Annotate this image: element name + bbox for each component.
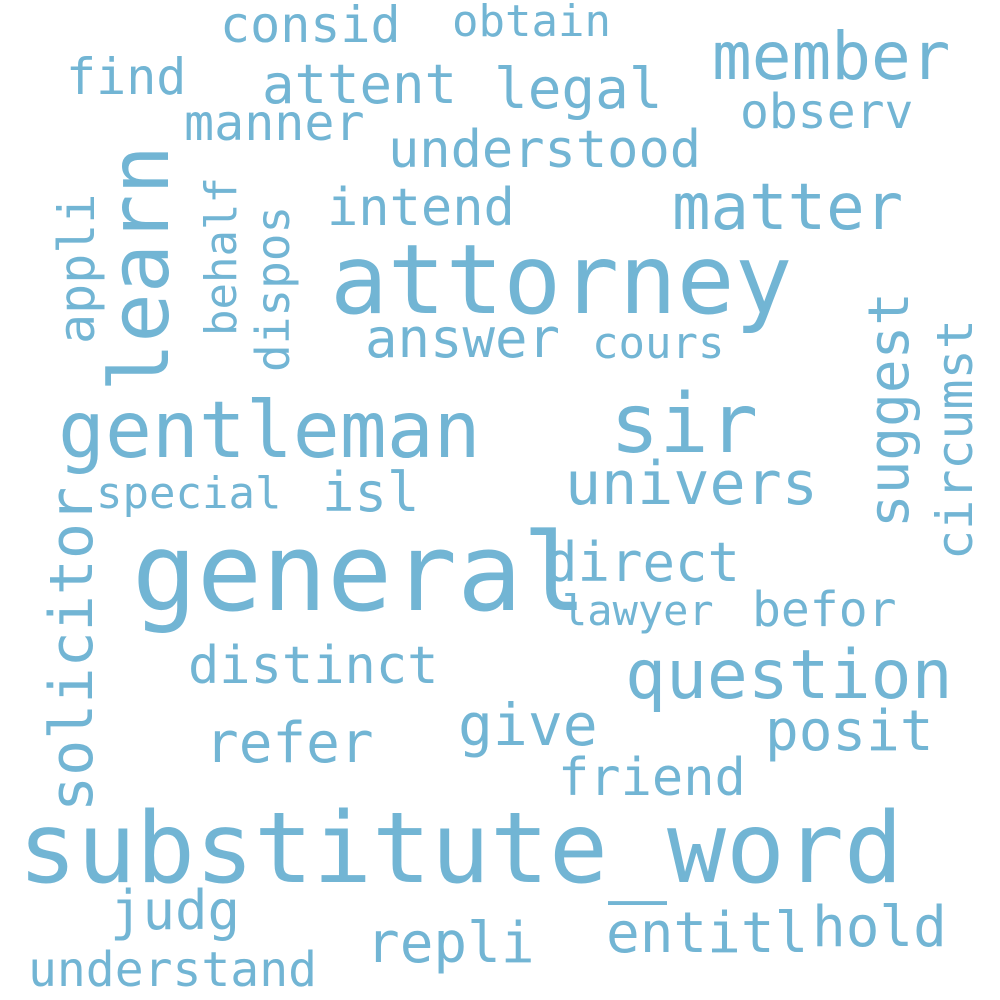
word-repli: repli [366,911,535,976]
word-circumst: circumst [926,319,984,560]
word-univers: univers [565,449,818,519]
word-attent: attent [262,53,458,116]
word-answer: answer [365,307,561,370]
word-manner: manner [184,94,365,152]
word-judg: judg [110,879,241,942]
word-behalf: behalf [196,177,247,336]
word-friend: friend [558,748,746,808]
word-special: special [96,468,282,519]
word-consid: consid [220,0,401,54]
word-observ: observ [740,84,914,140]
word-distinct: distinct [188,636,439,696]
word-understand: understand [28,942,317,998]
word-give: give [458,691,598,759]
word-intend: intend [327,178,515,238]
word-member: member [712,18,951,95]
word-substitute-word: substitute_word [18,792,904,906]
word-obtain: obtain [452,0,611,47]
word-refer: refer [205,711,374,776]
word-understood: understood [388,120,702,180]
word-cours: cours [592,318,725,369]
word-sir: sir [610,377,759,472]
word-matter: matter [672,171,904,245]
word-entitl: entitl [606,901,809,966]
word-question: question [625,636,953,715]
word-attorney: attorney [330,224,793,336]
word-legal: legal [494,57,663,122]
word-isl: isl [322,461,420,524]
word-befor: befor [752,582,897,638]
word-appli: appli [48,193,106,344]
word-lawyer: lawyer [562,586,714,635]
word-dispos: dispos [246,205,300,372]
word-learn: learn [93,145,188,392]
word-solicitor: solicitor [37,486,107,812]
word-suggest: suggest [857,291,922,528]
word-posit: posit [765,699,934,764]
word-find: find [66,48,187,106]
word-direct: direct [545,531,741,594]
word-general: general [132,511,588,636]
word-gentleman: gentleman [58,386,481,476]
word-hold: hold [812,895,947,960]
